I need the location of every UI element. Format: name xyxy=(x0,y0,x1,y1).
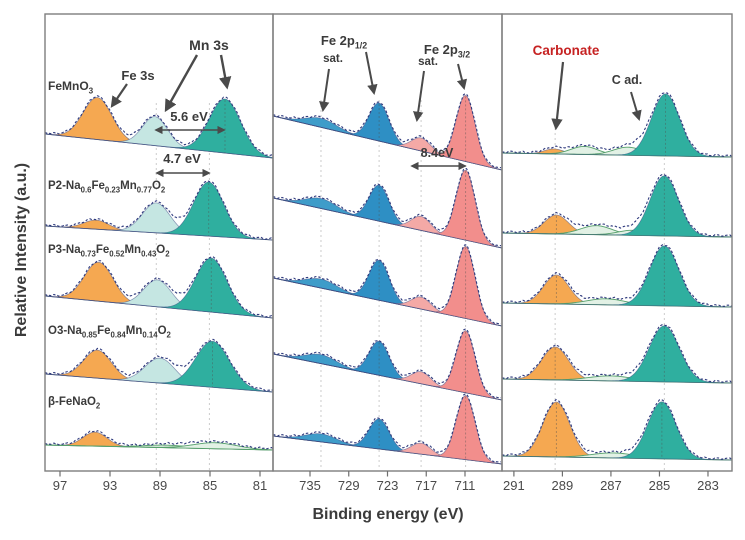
axis-tick-label: 85 xyxy=(203,478,217,493)
envelope-curve xyxy=(45,95,273,157)
envelope-curve xyxy=(45,338,273,392)
envelope-curve xyxy=(273,167,502,247)
pointer-arrow xyxy=(456,63,468,91)
peak-component-teal xyxy=(45,98,273,159)
peak-component-teal xyxy=(502,245,732,308)
peak-component-teal xyxy=(502,325,732,384)
peak-component-teal xyxy=(45,257,273,319)
pointer-arrow xyxy=(630,91,642,121)
peak-component-pink xyxy=(273,95,502,171)
mn-3s-label: Mn 3s xyxy=(189,37,229,53)
axis-tick-label: 287 xyxy=(600,478,622,493)
fe-2p32-label: Fe 2p3/2 xyxy=(423,42,471,60)
c-ad-label: C ad. xyxy=(611,73,643,87)
fe-3s-label: Fe 3s xyxy=(121,68,155,83)
panel-fe2p-region xyxy=(273,93,502,470)
axis-tick-label: 285 xyxy=(649,478,671,493)
envelope-curve xyxy=(273,393,502,464)
panel-mn3s-fe3s-region xyxy=(45,95,273,470)
axis-tick-label: 723 xyxy=(377,478,399,493)
splitting-8-4-ev: 8.4eV xyxy=(420,146,454,160)
envelope-curve xyxy=(273,93,502,169)
sample-label-4: β-FeNaO2 xyxy=(48,396,101,411)
axis-tick-label: 93 xyxy=(103,478,117,493)
axis-tick-label: 291 xyxy=(503,478,525,493)
splitting-4-7-ev: 4.7 eV xyxy=(163,151,201,166)
envelope-curve xyxy=(273,328,502,399)
pointer-arrow xyxy=(413,70,425,123)
axis-tick-label: 81 xyxy=(253,478,267,493)
sample-label-0: FeMnO3 xyxy=(48,79,94,96)
envelope-curve xyxy=(273,244,502,325)
fe-2p32-sat-label: sat. xyxy=(418,56,438,68)
peak-component-teal xyxy=(502,401,732,461)
axis-tick-label: 735 xyxy=(299,478,321,493)
sample-label-2: P3-Na0.73Fe0.52Mn0.43O2 xyxy=(48,244,170,259)
peak-component-teal xyxy=(45,340,273,393)
peak-component-teal xyxy=(45,181,273,241)
envelope-curve xyxy=(502,244,732,308)
axis-tick-label: 717 xyxy=(415,478,437,493)
fe-2p12-sat-label: sat. xyxy=(323,53,343,65)
peak-component-pink xyxy=(273,169,502,249)
axis-tick-label: 729 xyxy=(338,478,360,493)
panel-border xyxy=(501,13,733,472)
axis-tick-label: 283 xyxy=(697,478,719,493)
peak-component-pink xyxy=(273,395,502,465)
carbonate-label: Carbonate xyxy=(532,43,600,58)
pointer-arrow xyxy=(164,54,199,113)
pointer-arrow xyxy=(110,83,128,108)
splitting-5-6-ev: 5.6 eV xyxy=(170,109,208,124)
peak-component-teal xyxy=(502,93,732,158)
axis-tick-label: 89 xyxy=(153,478,167,493)
y-axis-title: Relative Intensity (a.u.) xyxy=(13,162,30,338)
envelope-curve xyxy=(502,323,732,384)
sample-label-1: P2-Na0.6Fe0.23Mn0.77O2 xyxy=(48,180,166,195)
pointer-arrow xyxy=(219,54,232,90)
envelope-curve xyxy=(45,256,273,318)
peak-component-pink xyxy=(273,246,502,327)
sample-label-3: O3-Na0.85Fe0.84Mn0.14O2 xyxy=(48,325,171,340)
peak-component-green xyxy=(45,442,273,451)
panel-c1s-region xyxy=(502,92,732,470)
peak-component-pink xyxy=(273,330,502,401)
envelope-curve xyxy=(502,173,732,238)
pointer-arrow xyxy=(319,68,330,113)
envelope-curve xyxy=(45,180,273,240)
pointer-arrow xyxy=(365,51,378,96)
x-axis-title: Binding energy (eV) xyxy=(312,506,464,523)
fe-2p12-label: Fe 2p1/2 xyxy=(320,33,368,51)
axis-tick-label: 289 xyxy=(552,478,574,493)
envelope-curve xyxy=(45,430,273,450)
peak-component-teal xyxy=(502,175,732,238)
envelope-curve xyxy=(502,398,732,461)
pointer-arrow xyxy=(551,61,565,131)
axis-tick-label: 711 xyxy=(455,478,476,493)
axis-tick-label: 97 xyxy=(53,478,67,493)
envelope-curve xyxy=(502,92,732,158)
